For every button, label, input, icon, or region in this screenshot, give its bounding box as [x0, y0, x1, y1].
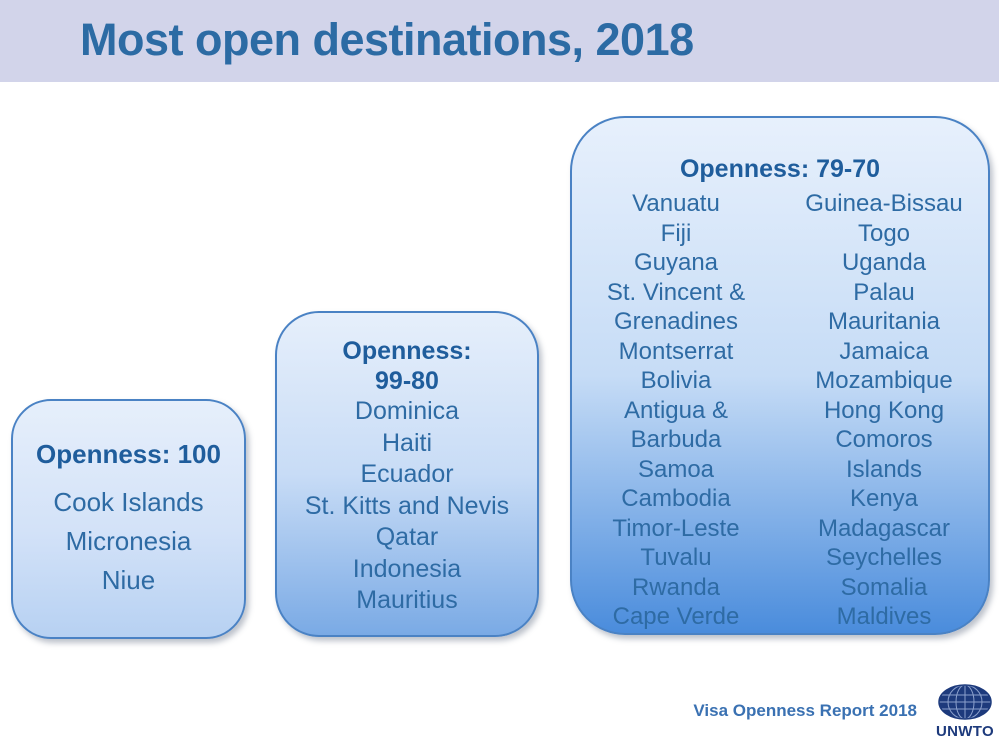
country-list-openness-100: Cook Islands Micronesia Niue [13, 483, 244, 600]
box-heading-line: Openness: [342, 337, 472, 365]
openness-100-box: Openness: 100 Cook Islands Micronesia Niue [11, 399, 246, 639]
country-item: Qatar [375, 523, 439, 551]
country-item: Grenadines [613, 308, 739, 335]
country-item: Madagascar [817, 514, 951, 542]
country-item: Micronesia [65, 526, 192, 556]
box-heading-line: Openness: 79-70 [679, 155, 881, 183]
country-item: Bolivia [640, 367, 712, 394]
country-item: Hong Kong [823, 396, 945, 424]
country-item: Timor-Leste [612, 514, 740, 542]
country-item: Dominica [354, 397, 460, 425]
page-title: Most open destinations, 2018 [80, 14, 694, 65]
country-item: Islands [845, 455, 923, 483]
country-item: Togo [857, 219, 911, 247]
country-item: Barbuda [630, 426, 722, 453]
country-item: Guinea-Bissau [805, 190, 963, 217]
box-heading-openness-100: Openness: 100 [13, 439, 244, 469]
country-columns: Vanuatu Fiji Guyana St. Vincent & Grenadines… [572, 189, 988, 632]
openness-99-80-box: Openness: 99-80 Dominica Haiti Ecuador St. K… [275, 311, 539, 637]
country-item: Vanuatu [632, 190, 720, 217]
country-item: Rwanda [631, 573, 721, 601]
country-item: Indonesia [352, 554, 462, 583]
box-heading-openness-79-70: Openness: 79-70 [572, 154, 988, 184]
country-item: St. Vincent & [606, 278, 746, 306]
country-item: Guyana [633, 249, 719, 276]
country-item: Cook Islands [53, 487, 204, 517]
country-item: Fiji [660, 219, 692, 247]
country-item: St. Kitts and Nevis [304, 491, 510, 520]
unwto-globe-icon [937, 684, 993, 725]
country-item: Mauritius [356, 586, 458, 614]
country-item: Jamaica [839, 337, 929, 365]
country-item: Haiti [381, 428, 432, 457]
country-item: Maldives [836, 603, 932, 630]
country-item: Montserrat [618, 337, 734, 365]
country-item: Kenya [849, 485, 919, 512]
country-item: Ecuador [360, 460, 454, 488]
header-band [0, 0, 999, 82]
country-column-right: Guinea-Bissau Togo Uganda Palau Mauritania Ja… [780, 189, 988, 632]
unwto-logo: UNWTO [932, 684, 998, 739]
country-item: Niue [101, 565, 156, 595]
country-list-openness-99-80: Dominica Haiti Ecuador St. Kitts and Nevis Q… [277, 396, 537, 617]
box-heading-line: 99-80 [375, 367, 439, 395]
country-item: Samoa [637, 455, 715, 483]
report-title: Visa Openness Report 2018 [693, 701, 917, 720]
country-column-left: Vanuatu Fiji Guyana St. Vincent & Grenadines… [572, 189, 780, 632]
country-item: Mauritania [827, 308, 941, 335]
box-heading-line: Openness: 100 [36, 439, 221, 469]
country-item: Cape Verde [612, 603, 740, 630]
unwto-wordmark: UNWTO [936, 723, 994, 739]
openness-79-70-box: Openness: 79-70 Vanuatu Fiji Guyana St. Vin… [570, 116, 990, 635]
country-item: Antigua & [623, 396, 729, 424]
country-item: Cambodia [621, 485, 731, 512]
country-item: Mozambique [815, 367, 953, 394]
country-item: Uganda [841, 249, 927, 276]
country-item: Palau [853, 278, 915, 306]
country-item: Seychelles [825, 544, 943, 571]
box-heading-openness-99-80: Openness: 99-80 [277, 336, 537, 396]
country-item: Comoros [835, 426, 933, 453]
country-item: Tuvalu [640, 544, 712, 571]
country-item: Somalia [840, 573, 928, 601]
